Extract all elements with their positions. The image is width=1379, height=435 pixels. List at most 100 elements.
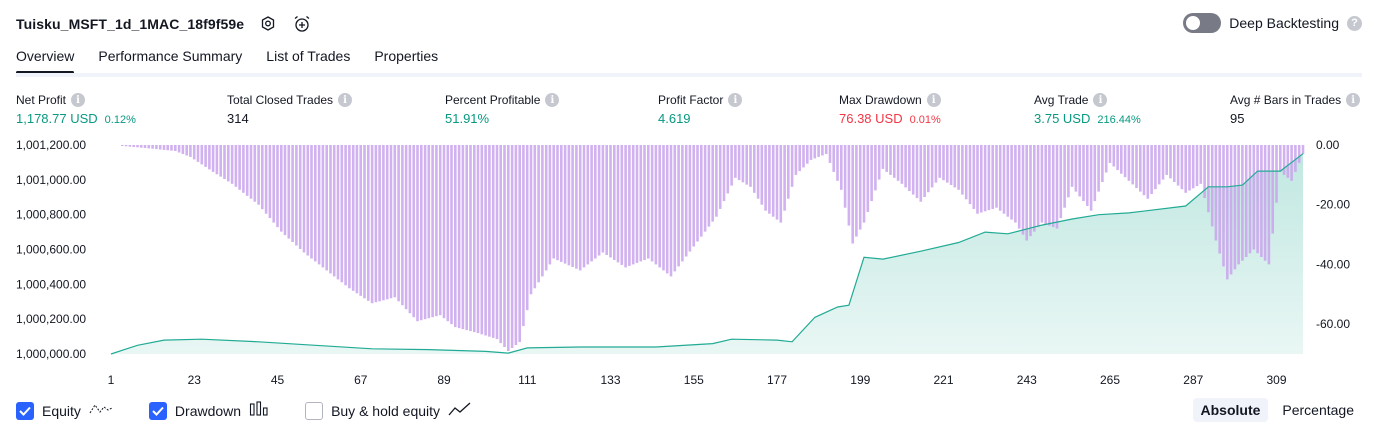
mode-percentage-button[interactable]: Percentage — [1282, 402, 1354, 418]
right-axis-tick-label: 0.00 — [1316, 138, 1340, 152]
tab-performance-summary[interactable]: Performance Summary — [98, 48, 243, 64]
drawdown-bar — [1055, 145, 1059, 229]
drawdown-bar — [518, 145, 521, 343]
metric-value: 95 — [1230, 111, 1245, 126]
drawdown-bar — [1214, 145, 1218, 241]
drawdown-bar — [930, 145, 934, 188]
mode-absolute-button[interactable]: Absolute — [1192, 398, 1269, 422]
equity-area — [111, 153, 1303, 354]
drawdown-bar — [155, 145, 158, 150]
info-icon[interactable]: i — [1346, 93, 1361, 107]
info-icon[interactable]: i — [71, 93, 86, 107]
drawdown-bar — [711, 145, 714, 222]
drawdown-bar — [253, 145, 257, 202]
checkbox-unchecked-icon[interactable] — [305, 401, 324, 420]
drawdown-bar — [575, 145, 578, 269]
drawdown-bar — [1067, 145, 1070, 198]
drawdown-bar — [806, 145, 809, 164]
drawdown-bar — [586, 145, 590, 265]
drawdown-bar — [790, 145, 794, 187]
drawdown-bar — [658, 145, 661, 268]
drawdown-bar — [1029, 145, 1032, 237]
drawdown-bar — [280, 145, 283, 232]
drawdown-bar — [1188, 145, 1191, 191]
legend-buy-hold-equity[interactable]: Buy & hold equity — [305, 401, 472, 420]
drawdown-bar — [1033, 145, 1036, 232]
drawdown-bar — [132, 145, 135, 147]
legend-drawdown[interactable]: Drawdown — [148, 401, 269, 420]
drawdown-bar — [378, 145, 381, 302]
drawdown-bar — [1108, 145, 1112, 163]
drawdown-bar — [1279, 145, 1282, 172]
drawdown-bar — [1282, 145, 1286, 175]
info-icon[interactable]: i — [728, 93, 743, 107]
info-icon[interactable]: i — [545, 93, 560, 107]
gear-icon[interactable] — [258, 14, 278, 34]
drawdown-bar — [351, 145, 355, 291]
drawdown-bar — [1165, 145, 1168, 175]
drawdown-bar — [1263, 145, 1267, 261]
tab-properties[interactable]: Properties — [374, 48, 439, 64]
drawdown-bar — [1025, 145, 1028, 241]
drawdown-bar — [753, 145, 756, 193]
drawdown-bar — [874, 145, 877, 191]
legend-equity[interactable]: Equity — [16, 401, 113, 420]
tab-overview[interactable]: Overview — [16, 48, 75, 74]
drawdown-bar — [567, 145, 571, 266]
drawdown-bar — [983, 145, 987, 212]
drawdown-bar — [957, 145, 960, 190]
info-icon[interactable]: i — [926, 93, 941, 107]
drawdown-bar — [700, 145, 703, 237]
drawdown-bar — [1074, 145, 1078, 192]
drawdown-bar — [174, 145, 177, 151]
drawdown-bar — [760, 145, 764, 205]
drawdown-bar — [1002, 145, 1006, 214]
info-icon[interactable]: i — [338, 93, 353, 107]
alarm-add-icon[interactable] — [292, 14, 312, 34]
metric-total-closed-trades: Total Closed Trades i 314 — [227, 93, 353, 126]
x-axis-tick-label: 45 — [271, 373, 285, 387]
left-axis-tick-label: 1,001,000.00 — [16, 173, 86, 187]
tab-list-of-trades[interactable]: List of Trades — [266, 48, 351, 64]
drawdown-bar — [650, 145, 654, 262]
x-axis-tick-label: 221 — [933, 373, 953, 387]
drawdown-bar — [1260, 145, 1263, 257]
drawdown-bar — [245, 145, 249, 196]
drawdown-bar — [787, 145, 790, 199]
drawdown-bar — [1218, 145, 1221, 254]
metric-avg-trade: Avg Trade i 3.75 USD 216.44% — [1034, 93, 1141, 126]
checkbox-checked-icon[interactable] — [148, 401, 167, 420]
drawdown-bar — [491, 145, 495, 338]
drawdown-bar — [847, 145, 851, 226]
equity-drawdown-chart[interactable]: 1,001,200.00 1,001,000.00 1,000,800.00 1,00… — [0, 136, 1379, 392]
drawdown-bar — [1104, 145, 1108, 173]
help-icon[interactable]: ? — [1347, 15, 1362, 31]
drawdown-bar — [336, 145, 340, 280]
drawdown-bar — [427, 145, 431, 319]
drawdown-bar — [374, 145, 378, 303]
drawdown-bar — [480, 145, 484, 335]
drawdown-bar — [1169, 145, 1172, 179]
drawdown-bar — [998, 145, 1002, 211]
drawdown-bar — [223, 145, 226, 179]
metrics-row: Net Profit i 1,178.77 USD 0.12% Total Clos… — [0, 93, 1379, 133]
drawdown-bar — [775, 145, 779, 220]
drawdown-bar — [306, 145, 310, 256]
drawdown-bar — [1139, 145, 1142, 192]
drawdown-bar — [707, 145, 711, 227]
checkbox-checked-icon[interactable] — [16, 401, 34, 420]
drawdown-bar — [533, 145, 537, 289]
info-icon[interactable]: i — [1093, 93, 1108, 107]
drawdown-bar — [1097, 145, 1100, 192]
drawdown-bar — [764, 145, 767, 211]
drawdown-bar — [1082, 145, 1085, 202]
metric-value: 51.91% — [445, 111, 490, 126]
metric-label: Net Profit — [16, 93, 67, 107]
drawdown-bar — [594, 145, 597, 259]
drawdown-bar — [1112, 145, 1116, 167]
drawdown-bar — [893, 145, 896, 178]
drawdown-bar — [1203, 145, 1206, 198]
right-axis-tick-label: -20.00 — [1316, 198, 1350, 212]
drawdown-bar — [438, 145, 442, 316]
deep-backtesting-toggle[interactable] — [1183, 13, 1222, 33]
